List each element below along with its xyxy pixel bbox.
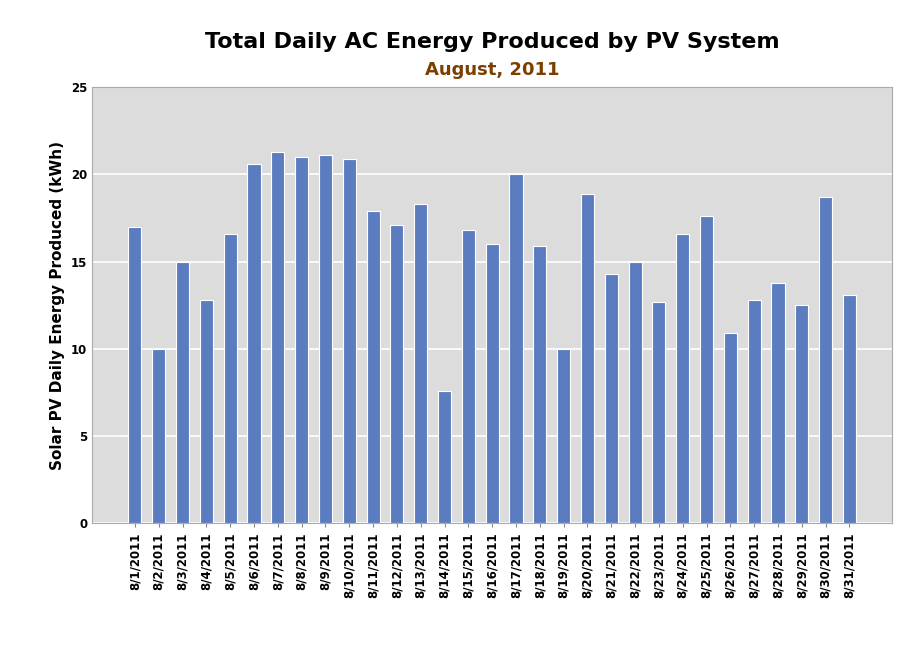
Bar [628, 262, 641, 523]
Bar [771, 282, 784, 523]
Text: August, 2011: August, 2011 [425, 60, 559, 79]
Bar [366, 211, 380, 523]
Bar [343, 159, 356, 523]
Bar [199, 300, 212, 523]
Bar [390, 225, 403, 523]
Bar [319, 155, 332, 523]
Bar [152, 349, 165, 523]
Bar [723, 333, 736, 523]
Bar [414, 204, 426, 523]
Bar [295, 157, 308, 523]
Bar [437, 391, 450, 523]
Bar [794, 305, 808, 523]
Bar [271, 152, 284, 523]
Bar [675, 234, 688, 523]
Bar [509, 174, 522, 523]
Bar [818, 197, 832, 523]
Bar [842, 295, 855, 523]
Y-axis label: Solar PV Daily Energy Produced (kWh): Solar PV Daily Energy Produced (kWh) [51, 141, 65, 470]
Bar [557, 349, 570, 523]
Bar [223, 234, 236, 523]
Bar [176, 262, 189, 523]
Bar [129, 227, 142, 523]
Bar [580, 194, 594, 523]
Bar [699, 216, 712, 523]
Bar [247, 164, 260, 523]
Bar [533, 246, 546, 523]
Bar [461, 230, 474, 523]
Bar [747, 300, 760, 523]
Bar [485, 244, 498, 523]
Text: Total Daily AC Energy Produced by PV System: Total Daily AC Energy Produced by PV Sys… [205, 32, 778, 52]
Bar [604, 274, 618, 523]
Bar [652, 302, 664, 523]
